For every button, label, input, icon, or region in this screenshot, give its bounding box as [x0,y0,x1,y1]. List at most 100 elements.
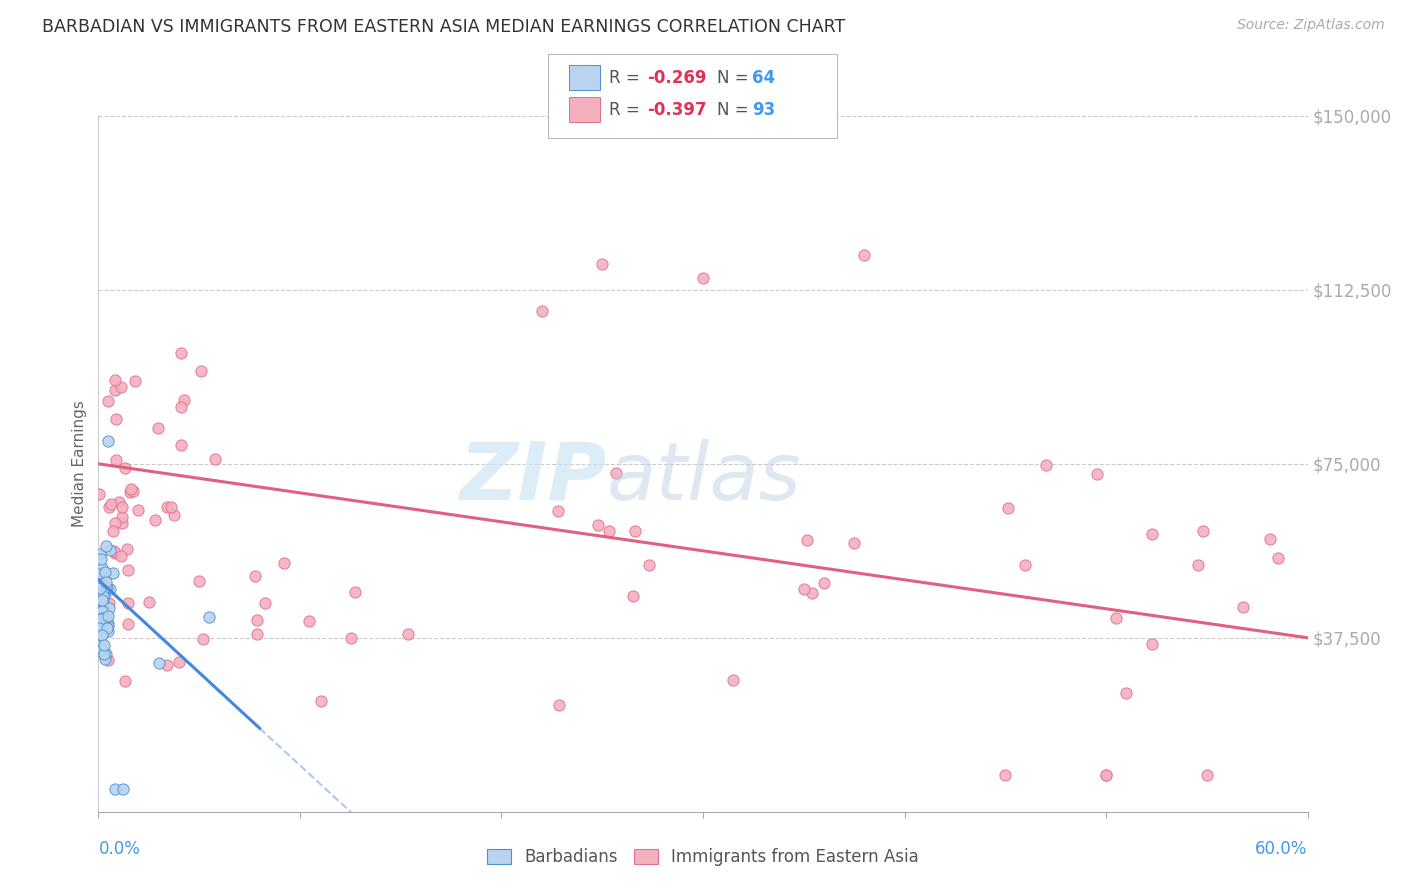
Point [114,673,136,688]
Point [91,614,114,628]
Point [108,495,131,509]
Point [91,586,114,600]
Text: 60.0%: 60.0% [1256,839,1308,857]
Point [104,546,127,560]
Point [100,497,122,511]
Point [90,612,112,626]
Point [104,516,127,530]
Point [638,558,661,572]
Point [105,453,128,467]
Legend: Barbadians, Immigrants from Eastern Asia: Barbadians, Immigrants from Eastern Asia [481,842,925,873]
Point [548,698,571,713]
Point [91,609,114,624]
Text: N =: N = [717,101,754,119]
Point [340,631,363,645]
Text: 93: 93 [752,101,776,119]
Point [1195,767,1218,781]
Point [89,582,111,597]
Point [94,539,117,553]
Point [1085,467,1108,481]
Point [124,374,146,388]
Text: ZIP: ZIP [458,439,606,516]
Point [621,589,644,603]
Point [547,503,569,517]
Point [114,461,136,475]
Point [796,533,818,548]
Point [89,577,111,591]
Point [91,626,114,640]
Point [173,392,195,407]
Point [97,393,120,408]
Point [110,549,132,563]
Point [148,657,170,671]
Point [87,611,110,625]
Point [97,624,120,638]
Point [692,271,714,285]
Point [89,547,111,561]
Point [117,542,139,557]
Point [298,614,321,628]
Point [187,574,209,588]
Point [246,627,269,641]
Point [1267,551,1289,566]
Point [94,652,117,666]
Point [89,582,111,596]
Point [91,611,114,625]
Point [1191,524,1213,538]
Point [91,595,114,609]
Point [90,628,112,642]
Text: BARBADIAN VS IMMIGRANTS FROM EASTERN ASIA MEDIAN EARNINGS CORRELATION CHART: BARBADIAN VS IMMIGRANTS FROM EASTERN ASI… [42,18,845,36]
Point [253,596,276,610]
Text: Source: ZipAtlas.com: Source: ZipAtlas.com [1237,18,1385,32]
Point [1140,637,1163,651]
Point [93,589,115,603]
Point [117,597,139,611]
Point [994,767,1017,781]
Point [193,632,215,646]
Point [120,482,142,496]
Point [853,248,876,262]
Point [111,500,134,514]
Point [103,544,125,558]
Point [586,517,609,532]
Point [89,621,111,635]
Text: 64: 64 [752,69,775,87]
Point [94,619,117,633]
Point [204,451,226,466]
Point [623,524,645,539]
Point [97,434,120,448]
Point [91,616,114,631]
Point [155,657,177,672]
Point [167,655,190,669]
Text: 0.0%: 0.0% [98,839,141,857]
Point [793,582,815,596]
Point [94,608,117,623]
Text: N =: N = [717,69,754,87]
Point [997,500,1019,515]
Point [98,601,121,615]
Point [156,500,179,514]
Point [243,569,266,583]
Point [190,364,212,378]
Point [1105,611,1128,625]
Point [1187,558,1209,572]
Point [111,516,134,531]
Point [90,593,112,607]
Point [273,556,295,570]
Point [89,634,111,648]
Point [89,487,111,501]
Point [723,673,745,688]
Point [138,595,160,609]
Point [91,589,114,603]
Point [91,566,114,581]
Point [93,638,115,652]
Point [344,584,367,599]
Point [97,616,120,631]
Point [96,581,118,595]
Point [198,610,221,624]
Point [148,421,170,435]
Point [96,621,118,635]
Point [89,624,111,639]
Point [163,508,186,522]
Point [160,500,183,514]
